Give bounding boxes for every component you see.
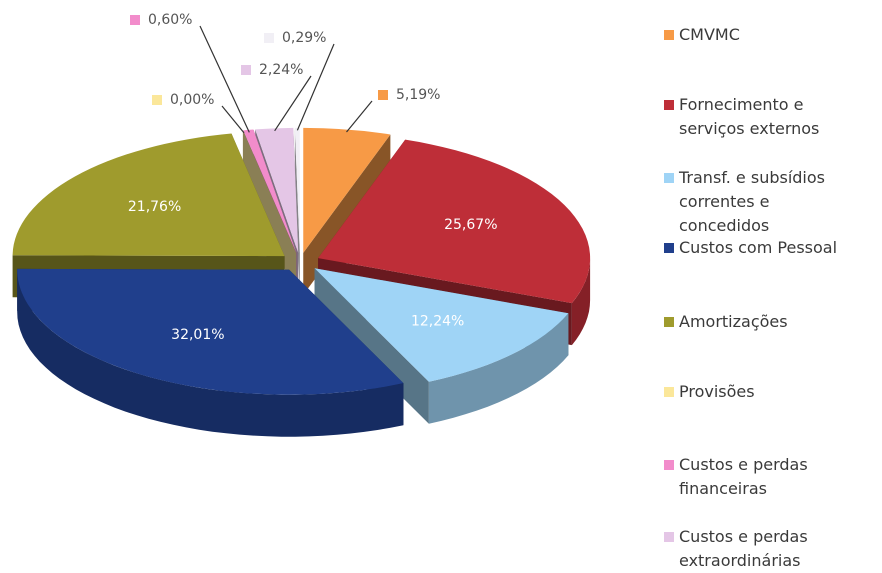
legend-label: Custos e perdas extraordinárias [679, 527, 808, 570]
leader-line [199, 25, 250, 133]
legend-swatch [664, 100, 674, 110]
legend-swatch [664, 317, 674, 327]
data-label: 2,24% [259, 62, 303, 78]
label-swatch [241, 65, 251, 75]
legend-item: Custos e perdas financeiras [664, 453, 854, 501]
legend-label: Transf. e subsídios correntes e concedid… [679, 168, 825, 235]
leader-line [221, 105, 245, 134]
legend-swatch [664, 30, 674, 40]
slice-side [571, 258, 591, 346]
data-label: 0,29% [282, 30, 326, 46]
leader-line [274, 75, 312, 132]
slice [255, 127, 299, 253]
legend-swatch [664, 243, 674, 253]
slice-side [428, 313, 569, 424]
legend-label: Custos e perdas financeiras [679, 455, 808, 498]
legend-item: Amortizações [664, 310, 854, 334]
legend-swatch [664, 532, 674, 542]
legend-item: Provisões [664, 380, 854, 404]
slice [318, 139, 591, 304]
label-swatch [130, 15, 140, 25]
legend-item: Custos com Pessoal [664, 236, 854, 260]
legend-item: Transf. e subsídios correntes e concedid… [664, 166, 854, 238]
slice [17, 268, 404, 395]
data-label: 12,24% [411, 313, 464, 329]
data-label: 25,67% [444, 217, 497, 233]
slice [303, 127, 391, 253]
data-label: 32,01% [171, 327, 224, 343]
legend-item: Fornecimento e serviços externos [664, 93, 854, 141]
data-label: 0,00% [170, 92, 214, 108]
slice [12, 133, 285, 257]
legend-label: Amortizações [679, 312, 788, 331]
legend-swatch [664, 173, 674, 183]
slice [243, 129, 297, 253]
legend-swatch [664, 460, 674, 470]
label-swatch [378, 90, 388, 100]
data-label: 5,19% [396, 87, 440, 103]
data-label: 0,60% [148, 12, 192, 28]
slice-side [294, 127, 300, 295]
data-label: 21,76% [128, 199, 181, 215]
legend-swatch [664, 387, 674, 397]
legend-item: Custos e perdas extraordinárias [664, 525, 854, 573]
leader-line [346, 100, 373, 133]
slice-side [17, 269, 404, 437]
pie-area: 5,19% 25,67% 12,24% 32,01% 21,76% 0,00% 0,60% 2… [12, 12, 591, 437]
legend-label: Fornecimento e serviços externos [679, 95, 820, 138]
slice [294, 127, 300, 253]
slice [314, 268, 569, 382]
label-swatch [264, 33, 274, 43]
legend-label: CMVMC [679, 25, 740, 44]
legend-item: CMVMC [664, 23, 854, 47]
label-swatch [152, 95, 162, 105]
legend-label: Provisões [679, 382, 755, 401]
leader-line [296, 43, 335, 131]
legend-label: Custos com Pessoal [679, 238, 838, 257]
